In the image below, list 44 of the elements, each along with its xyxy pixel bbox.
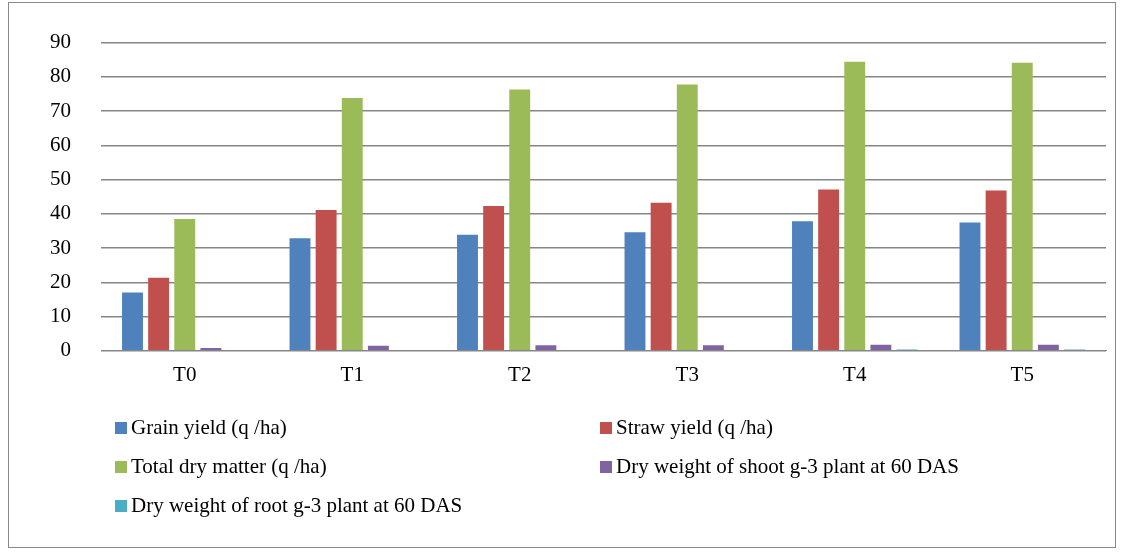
- bar: [535, 345, 557, 351]
- bar: [509, 89, 531, 351]
- x-tick-label: T4: [843, 361, 867, 386]
- bar: [367, 345, 389, 351]
- legend-label: Dry weight of root g-3 plant at 60 DAS: [131, 493, 463, 518]
- y-tick-label: 10: [50, 303, 71, 328]
- bar: [959, 222, 981, 351]
- bar: [1037, 344, 1059, 351]
- bar: [818, 189, 840, 351]
- y-tick-label: 50: [50, 166, 71, 191]
- bar: [985, 190, 1007, 351]
- bar: [457, 234, 478, 351]
- bar: [702, 345, 724, 351]
- legend-label: Straw yield (q /ha): [616, 415, 773, 440]
- legend-label: Grain yield (q /ha): [131, 415, 287, 440]
- legend-label: Total dry matter (q /ha): [131, 454, 327, 479]
- bar: [341, 98, 363, 351]
- y-tick-label: 40: [50, 200, 71, 225]
- bar: [483, 205, 505, 351]
- bar: [650, 202, 672, 351]
- bar: [148, 277, 170, 351]
- legend-label: Dry weight of shoot g-3 plant at 60 DAS: [616, 454, 959, 479]
- x-tick-label: T3: [675, 361, 699, 386]
- y-tick-label: 0: [60, 337, 71, 362]
- bar: [174, 218, 196, 351]
- y-tick-label: 80: [50, 63, 71, 88]
- x-tick-label: T5: [1010, 361, 1034, 386]
- x-tick-label: T2: [508, 361, 532, 386]
- bar: [870, 344, 892, 351]
- y-tick-label: 60: [50, 131, 71, 156]
- y-tick-label: 30: [50, 234, 71, 259]
- x-tick-label: T0: [173, 361, 197, 386]
- bar: [624, 232, 646, 351]
- bar: [122, 292, 143, 351]
- x-tick-label: T1: [340, 361, 364, 386]
- bar: [1011, 62, 1033, 351]
- bar: [289, 238, 311, 351]
- y-tick-label: 90: [50, 29, 71, 54]
- y-tick-label: 70: [50, 97, 71, 122]
- bar: [315, 210, 337, 351]
- bar: [792, 221, 813, 351]
- bar: [844, 61, 866, 351]
- bar: [676, 84, 698, 351]
- y-tick-label: 20: [50, 268, 71, 293]
